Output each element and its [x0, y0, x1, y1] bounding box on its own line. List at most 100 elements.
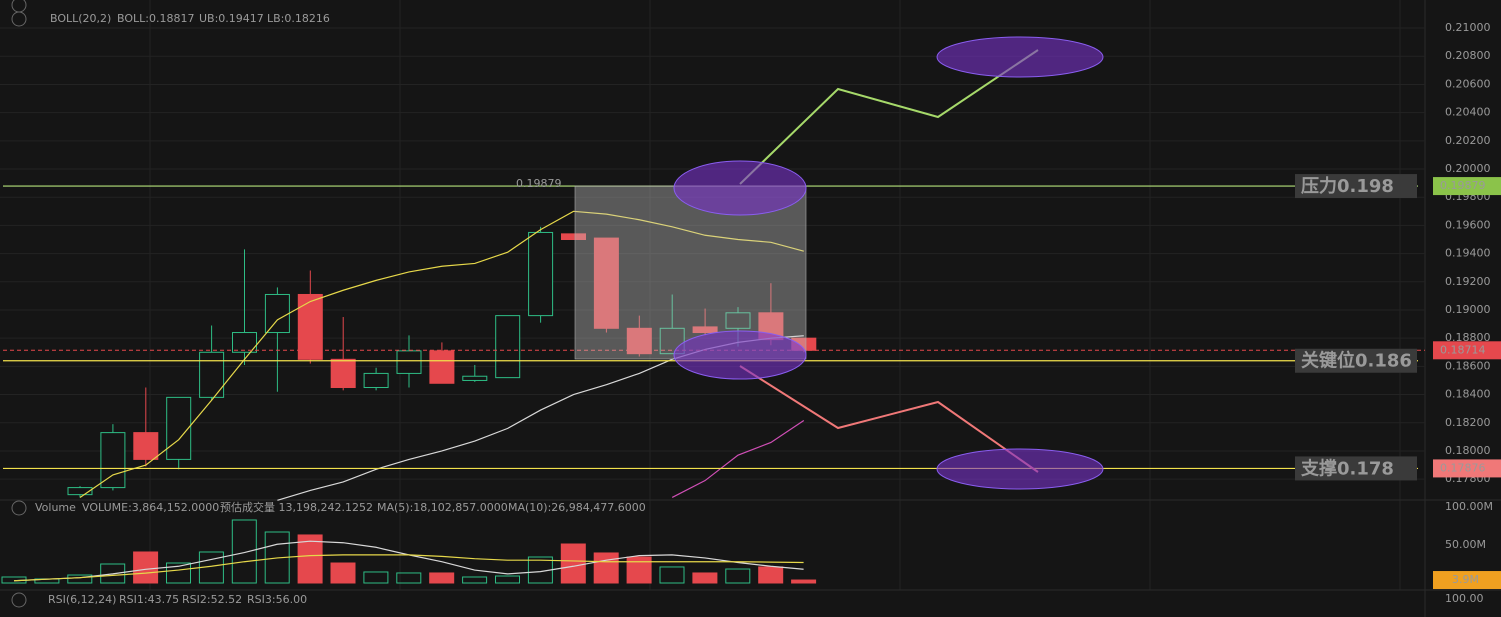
volume-bar	[297, 534, 323, 584]
candle-body	[100, 432, 126, 489]
candle-body	[133, 432, 159, 460]
legend-text: BOLL:0.18817	[117, 12, 194, 25]
projection-up	[739, 49, 1039, 185]
collapse-icon[interactable]	[11, 592, 27, 608]
vertical-grid	[149, 0, 1401, 590]
price-marker-box	[1433, 177, 1501, 196]
y-tick-label: 0.18400	[1445, 388, 1491, 401]
y-tick-label: 50.00M	[1445, 538, 1486, 551]
volume-bar	[166, 562, 191, 584]
highlight-ellipse	[936, 448, 1104, 490]
volume-bar	[462, 576, 488, 584]
y-tick-label: 0.19600	[1445, 218, 1491, 231]
volume-bar	[495, 575, 520, 584]
volume-bar	[758, 566, 784, 584]
legend-text: RSI2:52.52	[182, 593, 242, 606]
y-tick-label: 0.19200	[1445, 275, 1491, 288]
level-label-box	[1295, 348, 1417, 373]
projection-down	[739, 365, 1039, 473]
indicator-line	[671, 419, 805, 498]
volume-bar	[692, 572, 718, 584]
price-marker-box	[1433, 341, 1501, 360]
candle-body	[692, 326, 718, 334]
volume-bar	[330, 562, 356, 584]
collapse-icon[interactable]	[11, 11, 27, 27]
y-tick-label: 0.20600	[1445, 77, 1491, 90]
y-tick-label: 0.19400	[1445, 247, 1491, 260]
level-label: 支撑0.178	[1300, 457, 1394, 479]
price-marker-box	[1433, 459, 1501, 478]
candle-body	[232, 332, 257, 353]
candle-body	[363, 372, 389, 389]
legend-text: RSI1:43.75	[119, 593, 179, 606]
legend-text: LB:0.18216	[267, 12, 330, 25]
y-tick-label: 0.18600	[1445, 359, 1491, 372]
y-tick-label: 0.21000	[1445, 21, 1491, 34]
level-label-box	[1295, 174, 1417, 199]
y-tick-label: 0.20200	[1445, 134, 1491, 147]
legend-text: 预估成交量 13,198,242.1252	[220, 500, 373, 514]
indicator-line	[13, 554, 804, 582]
candle-body	[626, 327, 652, 355]
price-marker: 0.18714	[1440, 343, 1486, 356]
candle-body	[593, 237, 619, 329]
volume-bar	[429, 572, 455, 584]
candle-body	[67, 487, 93, 496]
volume-bar	[593, 552, 619, 584]
y-tick-label: 0.19000	[1445, 303, 1491, 316]
legend-text: RSI3:56.00	[247, 593, 307, 606]
volume-bar	[133, 551, 159, 584]
volume-bar	[231, 519, 257, 584]
y-tick-label: 0.20800	[1445, 49, 1491, 62]
candle-body	[725, 312, 751, 329]
volume-bar	[659, 566, 685, 584]
volume-bar	[560, 543, 586, 584]
chart-title: RSI(6,12,24)	[48, 593, 116, 606]
candle-body	[396, 350, 422, 374]
range-label: 0.19879	[516, 177, 562, 190]
y-tick-label: 0.20000	[1445, 162, 1491, 175]
volume-bar	[100, 563, 126, 584]
volume-bar	[67, 574, 93, 584]
volume-bar	[396, 572, 422, 584]
chart-title: Volume	[35, 501, 76, 514]
drawings	[11, 0, 1104, 608]
chart-title: BOLL(20,2)	[50, 12, 111, 25]
y-tick-label: 0.18000	[1445, 444, 1491, 457]
level-label: 压力0.198	[1301, 176, 1394, 197]
level-label: 关键位0.186	[1301, 350, 1412, 372]
y-tick-label: 0.18800	[1445, 331, 1491, 344]
candle-body	[429, 350, 455, 384]
candle-body	[166, 396, 192, 460]
volume-bar	[791, 579, 817, 584]
price-marker: 0.19879	[1440, 179, 1486, 192]
volume-marker-box	[1433, 571, 1501, 590]
candle-body	[561, 233, 586, 240]
legend-text: VOLUME:3,864,152.0000	[82, 501, 219, 514]
y-tick-label: 100.00	[1445, 592, 1484, 605]
collapse-icon[interactable]	[11, 500, 27, 516]
legend-text: MA(5):18,102,857.0000	[377, 501, 508, 514]
volume-bar	[725, 568, 751, 584]
legend-text: MA(10):26,984,477.6000	[508, 501, 646, 514]
candle-body	[528, 231, 554, 317]
labels: 0.21000 0.20800 0.20600 0.20400 0.20200 0.200…	[35, 12, 1501, 606]
price-marker: 0.17876	[1440, 461, 1486, 474]
volume-bar	[363, 571, 389, 584]
volume-bar	[626, 556, 652, 584]
legend-text: UB:0.19417	[199, 12, 264, 25]
highlight-ellipse	[673, 330, 807, 380]
candle-body	[264, 293, 290, 334]
y-tick-label: 100.00M	[1445, 500, 1493, 513]
y-tick-label: 0.20400	[1445, 106, 1491, 119]
highlight-ellipse	[936, 36, 1104, 78]
candle-body	[297, 293, 323, 360]
highlight-ellipse	[673, 160, 807, 216]
candle-body	[495, 315, 521, 379]
y-tick-label: 0.18200	[1445, 416, 1491, 429]
candle-body	[330, 358, 356, 389]
indicator-line	[79, 210, 804, 498]
level-label-box	[1295, 456, 1417, 481]
